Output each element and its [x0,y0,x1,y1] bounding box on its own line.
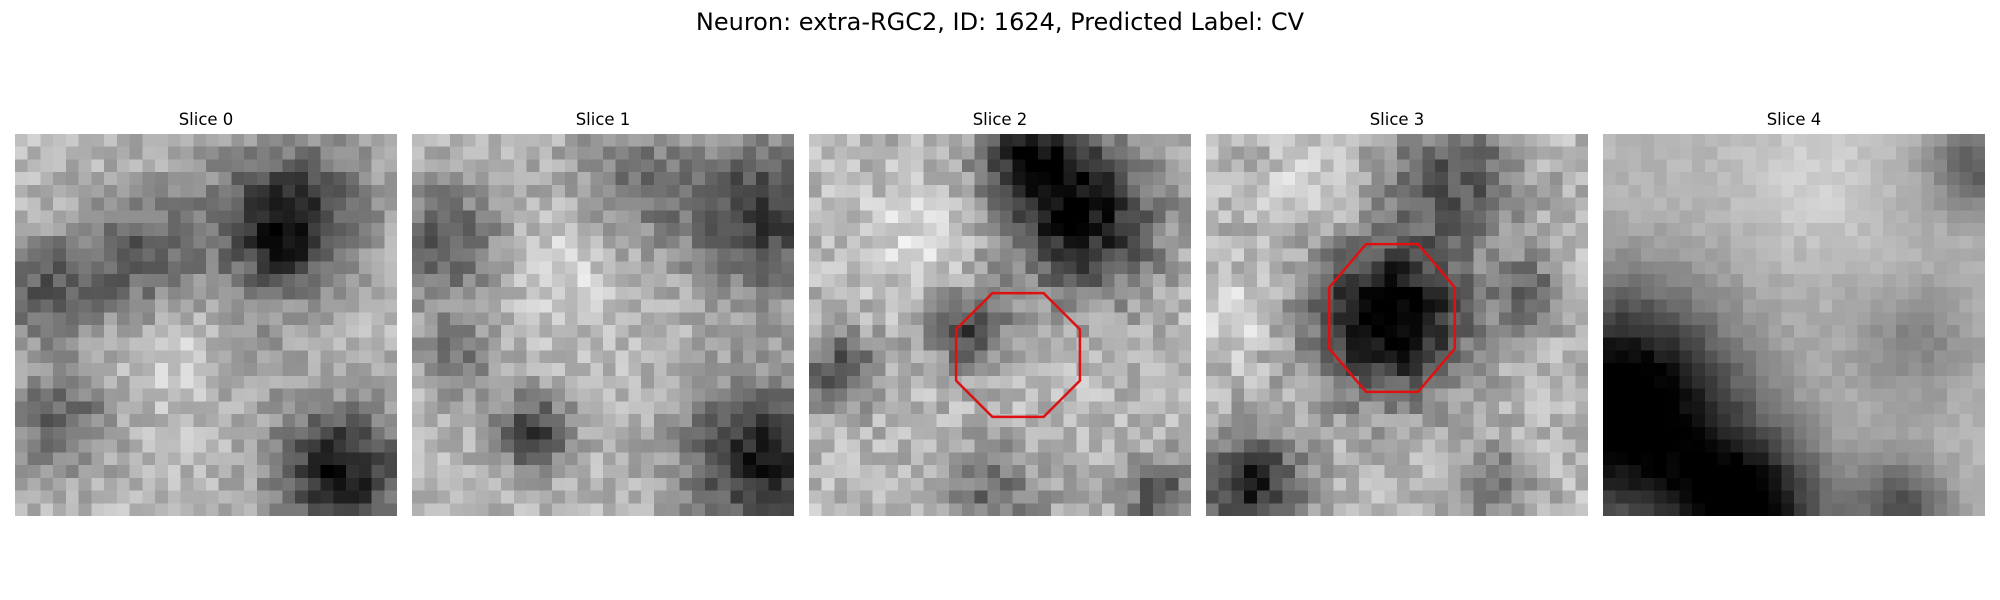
slice-title: Slice 4 [1766,110,1822,129]
figure-title: Neuron: extra-RGC2, ID: 1624, Predicted … [695,8,1305,36]
slice-title: Slice 3 [1369,110,1425,129]
slice-panel-0: Slice 0 [15,108,397,516]
slice-image [809,134,1191,516]
slice-panel-4: Slice 4 [1603,108,1985,516]
slice-panel-2: Slice 2 [809,108,1191,516]
slice-image [15,134,397,516]
slice-title: Slice 2 [972,110,1028,129]
slice-panel-1: Slice 1 [412,108,794,516]
slice-title: Slice 1 [575,110,631,129]
slice-title: Slice 0 [178,110,234,129]
slice-image [412,134,794,516]
slice-panel-3: Slice 3 [1206,108,1588,516]
slice-image [1206,134,1588,516]
slice-image [1603,134,1985,516]
